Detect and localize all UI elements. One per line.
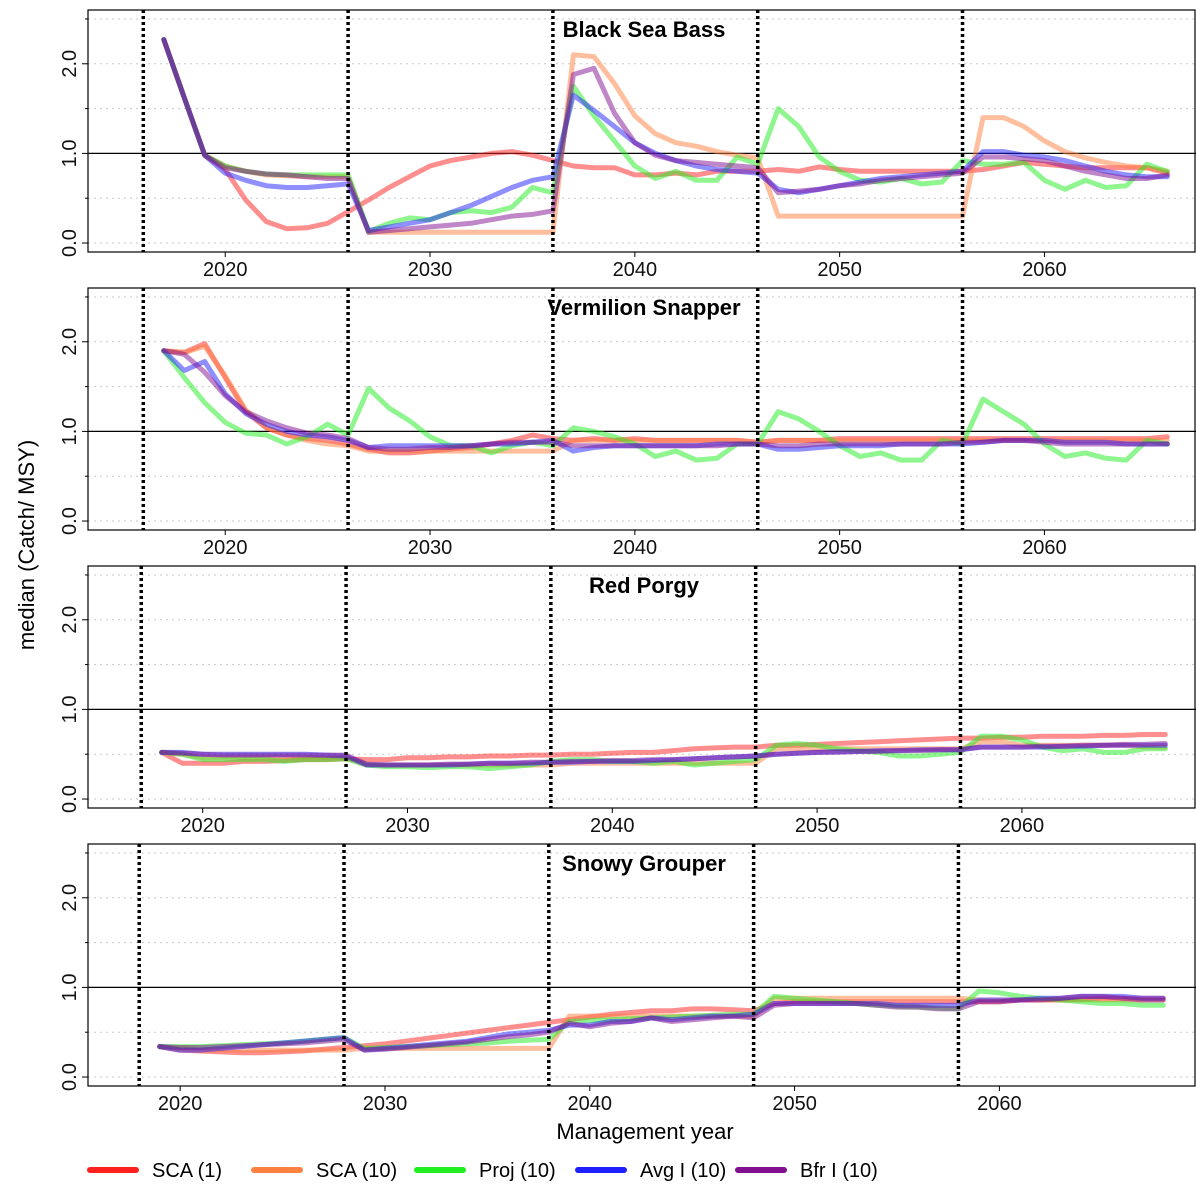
y-tick-label: 2.0 bbox=[59, 884, 81, 912]
y-tick-label: 2.0 bbox=[59, 328, 81, 356]
panel-border bbox=[87, 565, 1196, 809]
y-tick-label: 1.0 bbox=[59, 140, 81, 168]
series-line-bfr-i-10 bbox=[161, 348, 1170, 452]
panels: 0.0 1.0 2.0 2020 2030 2040 2050 2060 Black Sea B… bbox=[59, 9, 1196, 1115]
panel-title: Black Sea Bass bbox=[563, 17, 726, 42]
series-line-proj-10 bbox=[161, 348, 1170, 463]
panel-3: 0.0 1.0 2.0 2020 2030 2040 2050 2060 Red Porgy bbox=[59, 565, 1196, 837]
series-line-sca-10 bbox=[161, 37, 1170, 235]
x-tick-label: 2030 bbox=[408, 259, 453, 281]
y-tick-label: 2.0 bbox=[59, 606, 81, 634]
y-axis-title: median (Catch/ MSY) bbox=[14, 440, 39, 650]
legend-label: SCA (10) bbox=[316, 1160, 397, 1182]
series-group bbox=[157, 988, 1166, 1056]
series-line-proj-10 bbox=[161, 37, 1170, 234]
legend-item: Avg I (10) bbox=[575, 1160, 726, 1182]
series-line-sca-1 bbox=[161, 37, 1170, 232]
legend-label: Bfr I (10) bbox=[800, 1160, 878, 1182]
x-tick-label: 2060 bbox=[1022, 537, 1067, 559]
y-tick-label: 0.0 bbox=[59, 229, 81, 257]
x-tick-label: 2040 bbox=[613, 537, 658, 559]
y-tick-label: 0.0 bbox=[59, 1063, 81, 1091]
legend-item: Proj (10) bbox=[414, 1160, 556, 1182]
panel-title: Red Porgy bbox=[589, 573, 700, 598]
series-line-bfr-i-10 bbox=[161, 37, 1170, 235]
legend-item: SCA (10) bbox=[251, 1160, 397, 1182]
x-tick-label: 2050 bbox=[795, 815, 840, 837]
panel-1: 0.0 1.0 2.0 2020 2030 2040 2050 2060 Black Sea B… bbox=[59, 9, 1196, 281]
legend-label: Proj (10) bbox=[479, 1160, 556, 1182]
legend-label: Avg I (10) bbox=[640, 1160, 726, 1182]
x-tick-label: 2030 bbox=[385, 815, 430, 837]
panel-4: 0.0 1.0 2.0 2020 2030 2040 2050 2060 Snowy Group… bbox=[59, 843, 1196, 1115]
x-tick-label: 2020 bbox=[158, 1093, 203, 1115]
x-tick-label: 2030 bbox=[408, 537, 453, 559]
x-tick-label: 2060 bbox=[977, 1093, 1022, 1115]
panel-title: Snowy Grouper bbox=[562, 851, 726, 876]
panel-border bbox=[87, 9, 1196, 253]
x-tick-label: 2020 bbox=[180, 815, 225, 837]
x-tick-label: 2050 bbox=[772, 1093, 817, 1115]
panel-title: Vermilion Snapper bbox=[547, 295, 741, 320]
series-group bbox=[161, 341, 1170, 463]
panel-border bbox=[87, 287, 1196, 531]
legend-item: SCA (1) bbox=[87, 1160, 222, 1182]
y-tick-label: 1.0 bbox=[59, 418, 81, 446]
x-tick-label: 2050 bbox=[817, 259, 862, 281]
y-tick-label: 1.0 bbox=[59, 696, 81, 724]
panel-border bbox=[87, 843, 1196, 1087]
panel-2: 0.0 1.0 2.0 2020 2030 2040 2050 2060 Vermilion S… bbox=[59, 287, 1196, 559]
x-axis-title: Management year bbox=[556, 1119, 733, 1144]
y-tick-label: 0.0 bbox=[59, 785, 81, 813]
legend-item: Bfr I (10) bbox=[735, 1160, 878, 1182]
x-tick-label: 2060 bbox=[1000, 815, 1045, 837]
series-line-bfr-i-10 bbox=[157, 993, 1166, 1053]
x-tick-label: 2050 bbox=[817, 537, 862, 559]
series-line-bfr-i-10 bbox=[159, 741, 1168, 768]
x-tick-label: 2020 bbox=[203, 259, 248, 281]
series-group bbox=[161, 37, 1170, 235]
x-tick-label: 2030 bbox=[363, 1093, 408, 1115]
legend: SCA (1) SCA (10) Proj (10) Avg I (10) Bfr I … bbox=[87, 1160, 878, 1182]
y-tick-label: 0.0 bbox=[59, 507, 81, 535]
x-tick-label: 2060 bbox=[1022, 259, 1067, 281]
x-tick-label: 2020 bbox=[203, 537, 248, 559]
y-tick-label: 1.0 bbox=[59, 974, 81, 1002]
x-tick-label: 2040 bbox=[613, 259, 658, 281]
series-line-avg-i-10 bbox=[161, 37, 1170, 233]
x-tick-label: 2040 bbox=[568, 1093, 613, 1115]
legend-label: SCA (1) bbox=[152, 1160, 222, 1182]
y-tick-label: 2.0 bbox=[59, 50, 81, 78]
x-tick-label: 2040 bbox=[590, 815, 635, 837]
series-group bbox=[159, 732, 1168, 772]
